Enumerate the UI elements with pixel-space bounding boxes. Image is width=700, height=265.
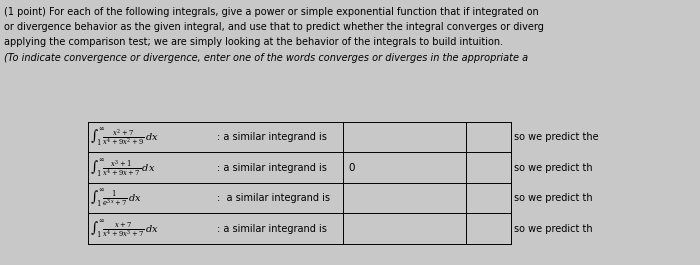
Text: $\int_1^{\infty}\! \frac{x+7}{x^4+9x^3+7}\,dx$: $\int_1^{\infty}\! \frac{x+7}{x^4+9x^3+7… [90,218,159,240]
Text: :  a similar integrand is: : a similar integrand is [217,193,330,203]
Text: so we predict th: so we predict th [514,224,593,233]
Text: 0: 0 [349,163,355,173]
Text: : a similar integrand is: : a similar integrand is [217,163,327,173]
Text: $\int_1^{\infty}\! \frac{x^3+1}{x^4+9x+7}\,dx$: $\int_1^{\infty}\! \frac{x^3+1}{x^4+9x+7… [90,157,155,179]
Text: applying the comparison test; we are simply looking at the behavior of the integ: applying the comparison test; we are sim… [4,37,503,47]
Text: $\int_1^{\infty}\! \frac{1}{e^{3x}+7}\,dx$: $\int_1^{\infty}\! \frac{1}{e^{3x}+7}\,d… [90,187,141,209]
Text: (1 point) For each of the following integrals, give a power or simple exponentia: (1 point) For each of the following inte… [4,7,538,17]
Text: so we predict th: so we predict th [514,163,593,173]
Text: : a similar integrand is: : a similar integrand is [217,224,327,233]
Text: so we predict th: so we predict th [514,193,593,203]
Text: so we predict the: so we predict the [514,132,599,142]
Text: : a similar integrand is: : a similar integrand is [217,132,327,142]
Text: or divergence behavior as the given integral, and use that to predict whether th: or divergence behavior as the given inte… [4,22,543,32]
Text: (To indicate convergence or divergence, enter one of the words converges or dive: (To indicate convergence or divergence, … [4,53,528,63]
Text: $\int_1^{\infty}\! \frac{x^2+7}{x^4+9x^2+9}\,dx$: $\int_1^{\infty}\! \frac{x^2+7}{x^4+9x^2… [90,126,159,148]
